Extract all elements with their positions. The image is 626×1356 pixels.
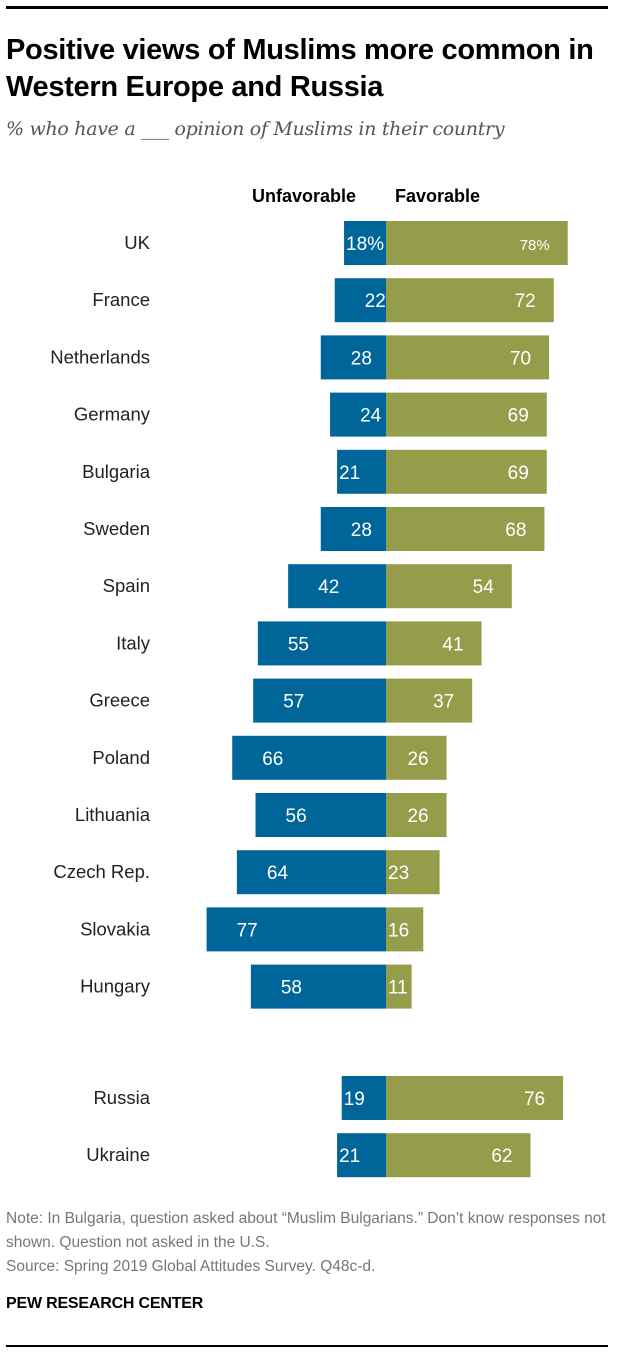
bar-unfavorable-spain bbox=[288, 564, 386, 609]
value-label-favorable-sweden: 68 bbox=[505, 520, 526, 541]
bar-unfavorable-sweden bbox=[320, 507, 386, 551]
bar-favorable-greece bbox=[386, 678, 473, 723]
bar-favorable-spain bbox=[386, 564, 512, 609]
value-label-unfavorable-ukraine: 21 bbox=[339, 1146, 360, 1167]
value-label-unfavorable-germany: 24 bbox=[360, 406, 382, 427]
chart-note: Note: In Bulgaria, question asked about … bbox=[6, 1210, 606, 1251]
category-label-lithuania: Lithuania bbox=[75, 804, 151, 825]
legend-favorable: Favorable bbox=[395, 186, 481, 206]
value-label-favorable-bulgaria: 69 bbox=[508, 463, 529, 484]
chart-source: Source: Spring 2019 Global Attitudes Sur… bbox=[6, 1258, 376, 1275]
category-label-ukraine: Ukraine bbox=[86, 1144, 150, 1165]
value-label-unfavorable-netherlands: 28 bbox=[351, 348, 372, 369]
bar-unfavorable-czech-rep bbox=[236, 850, 386, 895]
category-label-bulgaria: Bulgaria bbox=[82, 461, 151, 482]
bar-favorable-germany bbox=[386, 392, 547, 437]
value-label-favorable-germany: 69 bbox=[508, 406, 529, 427]
value-label-favorable-france: 72 bbox=[515, 291, 536, 312]
value-label-favorable-netherlands: 70 bbox=[510, 348, 531, 369]
value-label-favorable-lithuania: 26 bbox=[407, 806, 428, 827]
bar-unfavorable-poland bbox=[232, 735, 386, 780]
bottom-rule bbox=[6, 1345, 608, 1347]
bar-unfavorable-netherlands bbox=[320, 335, 386, 380]
value-label-favorable-spain: 54 bbox=[473, 577, 495, 598]
value-label-unfavorable-bulgaria: 21 bbox=[339, 463, 360, 484]
category-label-poland: Poland bbox=[92, 747, 150, 768]
value-label-favorable-ukraine: 62 bbox=[491, 1146, 512, 1167]
value-label-favorable-russia: 76 bbox=[524, 1089, 545, 1110]
value-label-unfavorable-france: 22 bbox=[365, 291, 386, 312]
category-label-netherlands: Netherlands bbox=[50, 346, 150, 367]
bar-favorable-italy bbox=[386, 621, 482, 666]
bar-favorable-czech-rep bbox=[386, 850, 440, 895]
category-label-spain: Spain bbox=[103, 575, 150, 596]
bar-unfavorable-ukraine bbox=[337, 1133, 386, 1178]
bar-unfavorable-slovakia bbox=[206, 907, 386, 952]
value-label-unfavorable-hungary: 58 bbox=[281, 978, 302, 999]
bar-favorable-poland bbox=[386, 735, 447, 780]
value-label-favorable-hungary: 11 bbox=[388, 978, 408, 999]
value-label-favorable-poland: 26 bbox=[407, 749, 428, 770]
value-label-unfavorable-uk: 18% bbox=[346, 234, 384, 255]
category-label-greece: Greece bbox=[89, 690, 150, 711]
value-label-unfavorable-lithuania: 56 bbox=[286, 806, 307, 827]
chart-title: Positive views of Muslims more common in… bbox=[6, 34, 594, 103]
bar-favorable-hungary bbox=[386, 964, 412, 1009]
bar-favorable-france bbox=[386, 278, 554, 323]
category-label-sweden: Sweden bbox=[83, 518, 150, 539]
legend-unfavorable: Unfavorable bbox=[252, 186, 357, 206]
value-label-favorable-uk: 78% bbox=[520, 237, 550, 254]
top-rule bbox=[6, 6, 608, 9]
category-label-russia: Russia bbox=[93, 1087, 150, 1108]
category-label-uk: UK bbox=[124, 232, 150, 253]
bar-favorable-ukraine bbox=[386, 1133, 531, 1178]
value-label-favorable-greece: 37 bbox=[433, 692, 454, 713]
value-label-unfavorable-czech-rep: 64 bbox=[267, 863, 289, 884]
category-label-france: France bbox=[92, 289, 150, 310]
category-label-slovakia: Slovakia bbox=[80, 918, 151, 939]
bar-unfavorable-bulgaria bbox=[337, 449, 386, 494]
brand-logo-text: PEW RESEARCH CENTER bbox=[6, 1295, 204, 1312]
category-label-hungary: Hungary bbox=[80, 976, 151, 997]
bar-unfavorable-germany bbox=[330, 392, 386, 437]
value-label-unfavorable-spain: 42 bbox=[318, 577, 339, 598]
bar-unfavorable-uk bbox=[344, 221, 386, 265]
value-label-unfavorable-russia: 19 bbox=[344, 1089, 365, 1110]
value-label-unfavorable-sweden: 28 bbox=[351, 520, 372, 541]
value-label-unfavorable-slovakia: 77 bbox=[237, 920, 258, 941]
chart-subtitle: % who have a ___ opinion of Muslims in t… bbox=[6, 118, 505, 140]
bar-favorable-lithuania bbox=[386, 793, 447, 837]
value-label-favorable-italy: 41 bbox=[442, 634, 463, 655]
value-label-unfavorable-greece: 57 bbox=[283, 692, 304, 713]
chart-plot: UK 18% 78% France 22 72 Netherlands 28 70 Germany… bbox=[50, 221, 568, 1178]
bar-favorable-russia bbox=[386, 1076, 564, 1120]
bar-favorable-slovakia bbox=[386, 907, 424, 952]
value-label-unfavorable-italy: 55 bbox=[288, 634, 309, 655]
bar-unfavorable-hungary bbox=[250, 964, 386, 1009]
bar-unfavorable-greece bbox=[253, 678, 386, 723]
value-label-favorable-czech-rep: 23 bbox=[388, 863, 409, 884]
bar-favorable-bulgaria bbox=[386, 449, 547, 494]
bar-unfavorable-russia bbox=[341, 1076, 386, 1120]
bar-favorable-sweden bbox=[386, 507, 545, 551]
value-label-favorable-slovakia: 16 bbox=[388, 920, 409, 941]
category-label-germany: Germany bbox=[74, 404, 151, 425]
bar-unfavorable-italy bbox=[257, 621, 386, 666]
bar-unfavorable-france bbox=[334, 278, 386, 323]
category-label-czech-rep: Czech Rep. bbox=[53, 861, 150, 882]
value-label-unfavorable-poland: 66 bbox=[262, 749, 283, 770]
bar-favorable-netherlands bbox=[386, 335, 550, 380]
category-label-italy: Italy bbox=[116, 632, 151, 653]
bar-unfavorable-lithuania bbox=[255, 793, 386, 837]
bar-favorable-uk bbox=[386, 221, 568, 265]
